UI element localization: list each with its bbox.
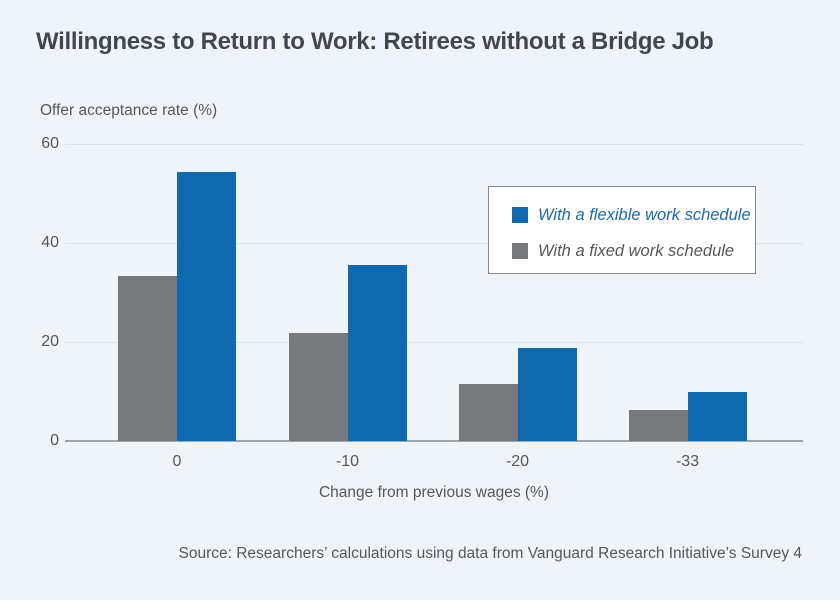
gridline [65, 242, 803, 244]
x-tick-label: -10 [335, 453, 360, 470]
chart-title: Willingness to Return to Work: Retirees … [36, 28, 714, 55]
legend-label-fixed: With a fixed work schedule [538, 242, 735, 260]
source-note: Source: Researchers’ calculations using … [178, 545, 802, 562]
gridline [65, 143, 803, 145]
bar-fixed-0 [118, 275, 177, 441]
legend-swatch-flexible-icon [512, 207, 528, 223]
bar-fixed--10 [288, 332, 348, 441]
y-tick-label: 60 [41, 134, 59, 152]
x-tick-label: -33 [675, 453, 700, 470]
legend-label-flexible: With a flexible work schedule [538, 206, 751, 224]
gridline [65, 341, 803, 343]
y-axis-unit-label: Offer acceptance rate (%) [40, 102, 218, 119]
bar-flexible--20 [517, 348, 577, 441]
bar-flexible--10 [347, 264, 407, 441]
y-tick-label: 40 [41, 233, 59, 251]
bar-fixed--33 [628, 410, 688, 441]
bar-flexible--33 [687, 391, 747, 441]
x-tick-label: -20 [505, 453, 530, 470]
bar-flexible-0 [177, 171, 236, 441]
x-tick-label: 0 [172, 453, 182, 470]
y-tick-label: 0 [50, 432, 59, 449]
x-axis-title: Change from previous wages (%) [318, 484, 550, 501]
bar-fixed--20 [458, 384, 518, 441]
x-axis-line [65, 440, 803, 442]
legend-swatch-fixed-icon [512, 243, 528, 259]
legend: With a flexible work schedule With a fix… [488, 186, 756, 274]
y-tick-label: 20 [41, 332, 59, 350]
